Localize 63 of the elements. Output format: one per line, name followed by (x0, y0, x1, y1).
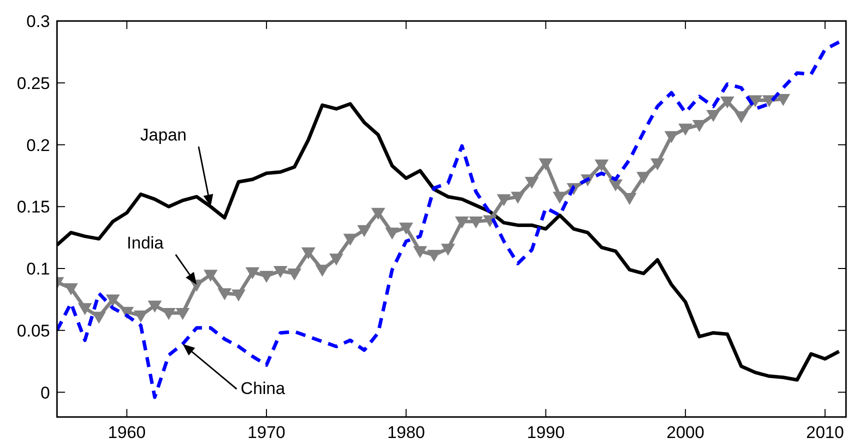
point (734, 111, 748, 124)
line-series (57, 40, 841, 399)
point (622, 192, 637, 205)
x-tick-label: 1960 (108, 423, 146, 442)
point (106, 294, 120, 306)
point (608, 179, 623, 192)
point (524, 176, 539, 189)
point (706, 110, 720, 122)
point (329, 254, 344, 266)
point (315, 264, 330, 277)
point (399, 222, 414, 235)
point (148, 300, 162, 313)
point (218, 288, 232, 300)
point (371, 208, 386, 220)
text: Japan (140, 126, 187, 145)
point (259, 270, 274, 283)
point (301, 247, 316, 260)
y-tick-label: 0.05 (16, 321, 50, 340)
point (287, 268, 302, 280)
point (454, 216, 469, 228)
y-tick-label: 0.2 (26, 136, 50, 155)
point (748, 95, 762, 108)
point (357, 225, 372, 238)
point (664, 131, 678, 144)
point (273, 266, 288, 278)
y-tick-label: 0.25 (16, 74, 50, 93)
x-tick-label: 1980 (387, 423, 426, 442)
series-label: China (240, 378, 286, 398)
point (204, 270, 218, 282)
y-tick-label: 0.3 (26, 12, 50, 31)
point (552, 192, 567, 204)
x-tick-label: 1970 (248, 423, 286, 442)
y-tick-label: 0 (40, 383, 50, 402)
point (176, 308, 190, 320)
point (496, 194, 511, 206)
text: India (126, 234, 164, 253)
point (385, 228, 400, 240)
point (678, 124, 692, 136)
x-tick-label: 2000 (666, 423, 704, 442)
point (636, 172, 651, 184)
x-tick-label: 2010 (806, 423, 844, 442)
point (692, 120, 706, 132)
point (441, 244, 456, 256)
point (427, 250, 442, 262)
point (162, 308, 176, 320)
point (343, 234, 358, 246)
point (246, 267, 260, 280)
point (594, 160, 609, 172)
point (413, 246, 428, 258)
point (78, 303, 92, 316)
y-tick-label: 0.15 (16, 198, 50, 217)
point (510, 192, 525, 204)
point (134, 310, 148, 323)
point (776, 94, 790, 106)
point (232, 289, 246, 302)
point (468, 216, 483, 228)
point (64, 283, 78, 296)
point (538, 158, 553, 170)
x-tick-label: 1990 (526, 423, 565, 442)
y-tick-label: 0.1 (26, 260, 50, 278)
point (650, 158, 664, 170)
point (720, 96, 734, 108)
point (482, 215, 497, 228)
